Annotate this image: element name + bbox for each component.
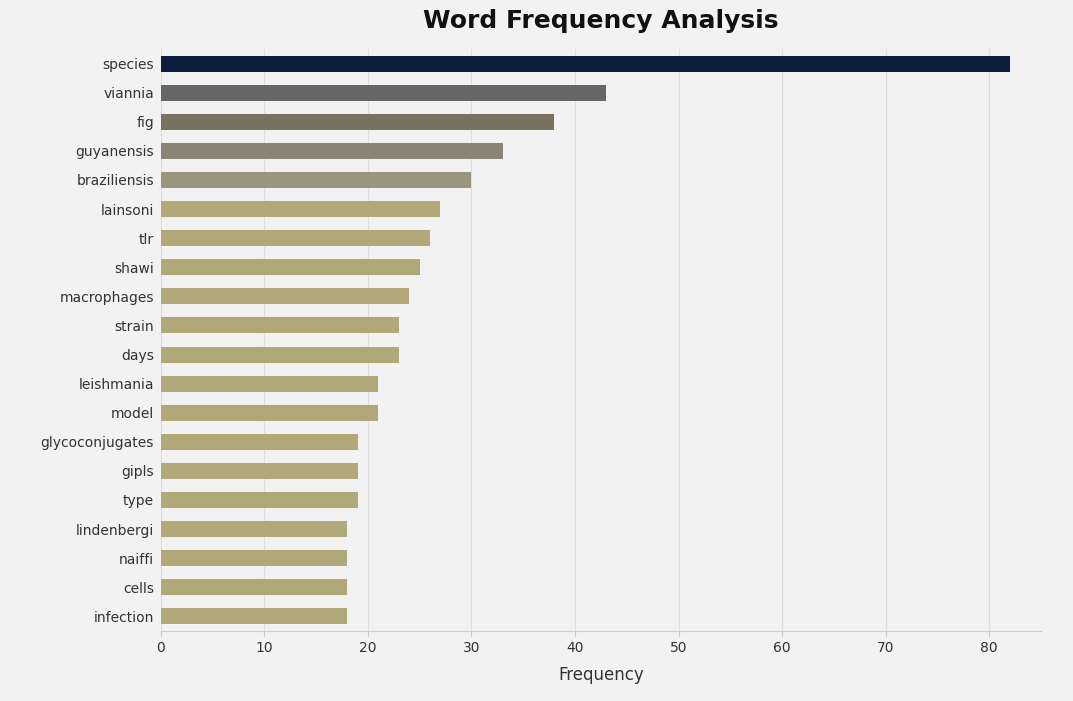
Bar	[161, 85, 606, 101]
Bar	[161, 288, 410, 304]
Bar	[161, 55, 1010, 72]
Title: Word Frequency Analysis: Word Frequency Analysis	[423, 9, 779, 33]
Bar	[161, 172, 471, 188]
Bar	[161, 346, 399, 362]
Bar	[161, 259, 420, 275]
Bar	[161, 114, 555, 130]
Bar	[161, 492, 357, 508]
Bar	[161, 550, 348, 566]
Bar	[161, 201, 440, 217]
Bar	[161, 608, 348, 625]
Bar	[161, 463, 357, 479]
Bar	[161, 434, 357, 450]
Bar	[161, 404, 379, 421]
X-axis label: Frequency: Frequency	[558, 667, 644, 684]
Bar	[161, 143, 502, 159]
Bar	[161, 521, 348, 537]
Bar	[161, 376, 379, 392]
Bar	[161, 230, 430, 246]
Bar	[161, 318, 399, 334]
Bar	[161, 579, 348, 595]
